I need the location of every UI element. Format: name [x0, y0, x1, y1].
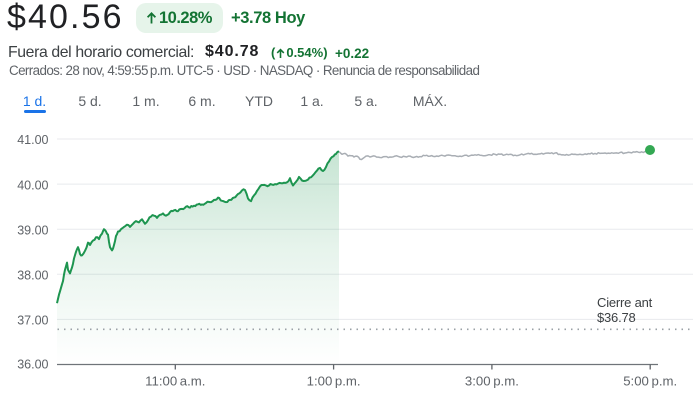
svg-text:41.00: 41.00 — [17, 133, 48, 147]
svg-text:39.00: 39.00 — [17, 223, 48, 237]
svg-text:5:00 p.m.: 5:00 p.m. — [623, 374, 677, 389]
svg-text:38.00: 38.00 — [17, 269, 48, 283]
svg-text:36.00: 36.00 — [17, 357, 48, 371]
svg-text:40.00: 40.00 — [17, 178, 48, 192]
svg-text:11:00 a.m.: 11:00 a.m. — [145, 374, 205, 389]
svg-text:3:00 p.m.: 3:00 p.m. — [465, 374, 519, 389]
svg-text:37.00: 37.00 — [17, 314, 48, 328]
svg-text:1:00 p.m.: 1:00 p.m. — [307, 374, 361, 389]
